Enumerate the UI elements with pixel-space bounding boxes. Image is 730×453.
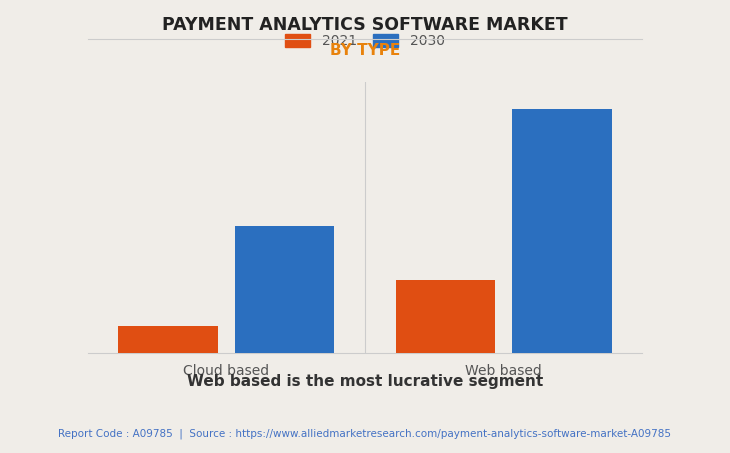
Legend: 2021, 2030: 2021, 2030 bbox=[280, 29, 450, 54]
Bar bbox=[396, 280, 496, 353]
Bar bbox=[234, 226, 334, 353]
Text: BY TYPE: BY TYPE bbox=[330, 43, 400, 58]
Bar bbox=[118, 326, 218, 353]
Bar bbox=[512, 109, 612, 353]
Text: Web based is the most lucrative segment: Web based is the most lucrative segment bbox=[187, 374, 543, 389]
Text: Report Code : A09785  |  Source : https://www.alliedmarketresearch.com/payment-a: Report Code : A09785 | Source : https://… bbox=[58, 428, 672, 439]
Text: PAYMENT ANALYTICS SOFTWARE MARKET: PAYMENT ANALYTICS SOFTWARE MARKET bbox=[162, 16, 568, 34]
